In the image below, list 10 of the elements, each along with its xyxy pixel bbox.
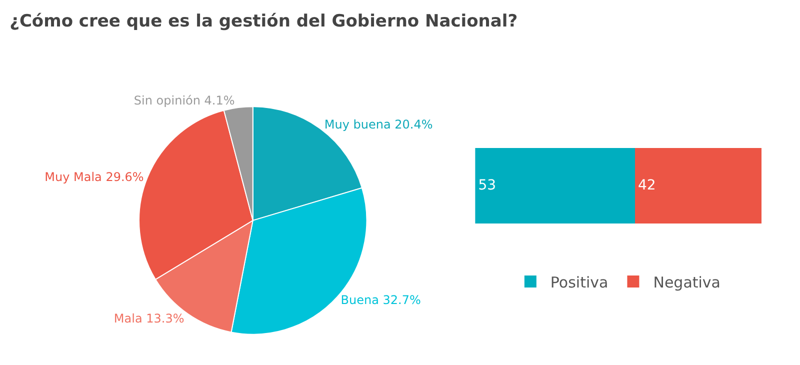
slice-label: Muy Mala 29.6%	[44, 170, 144, 184]
slice-label: Sin opinión 4.1%	[134, 94, 235, 108]
slice-label: Buena 32.7%	[340, 293, 421, 308]
data-label: 42	[638, 178, 656, 194]
chart-title: ¿Cómo cree que es la gestión del Gobierno Nacional?	[10, 12, 518, 32]
legend-label: Negativa	[653, 273, 720, 292]
slice-label: Muy buena 20.4%	[324, 118, 433, 132]
data-label: 53	[478, 178, 496, 194]
legend-label: Positiva	[550, 273, 608, 292]
slice-label: Mala 13.3%	[114, 312, 184, 326]
